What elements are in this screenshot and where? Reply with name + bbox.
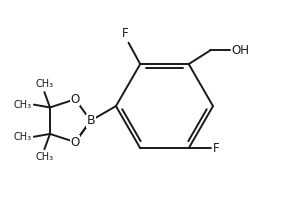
Text: CH₃: CH₃ — [13, 100, 31, 110]
Text: O: O — [71, 136, 80, 149]
Text: F: F — [213, 142, 219, 155]
Text: CH₃: CH₃ — [35, 79, 54, 89]
Text: OH: OH — [232, 44, 250, 57]
Text: CH₃: CH₃ — [35, 152, 54, 162]
Text: CH₃: CH₃ — [13, 132, 31, 142]
Text: F: F — [122, 27, 129, 40]
Text: O: O — [71, 93, 80, 106]
Text: B: B — [86, 114, 95, 127]
